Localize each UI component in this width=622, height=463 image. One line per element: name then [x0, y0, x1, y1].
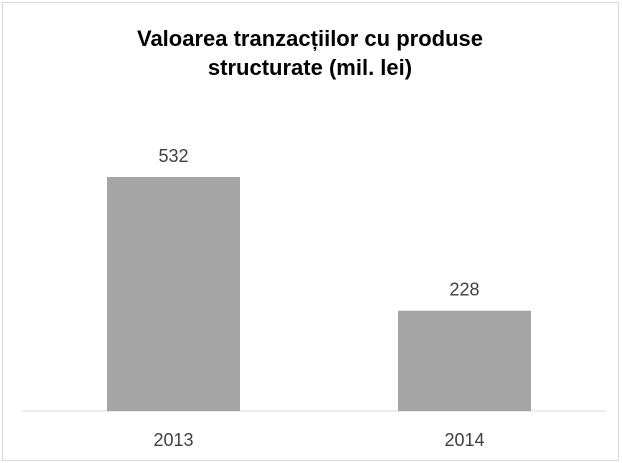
bar — [107, 177, 240, 411]
value-label: 532 — [158, 146, 188, 166]
x-tick-label: 2013 — [153, 430, 193, 450]
value-label: 228 — [449, 279, 479, 299]
x-tick-label: 2014 — [444, 430, 484, 450]
bar — [398, 310, 531, 411]
chart-title: Valoarea tranzacțiilor cu produse struct… — [136, 26, 483, 80]
